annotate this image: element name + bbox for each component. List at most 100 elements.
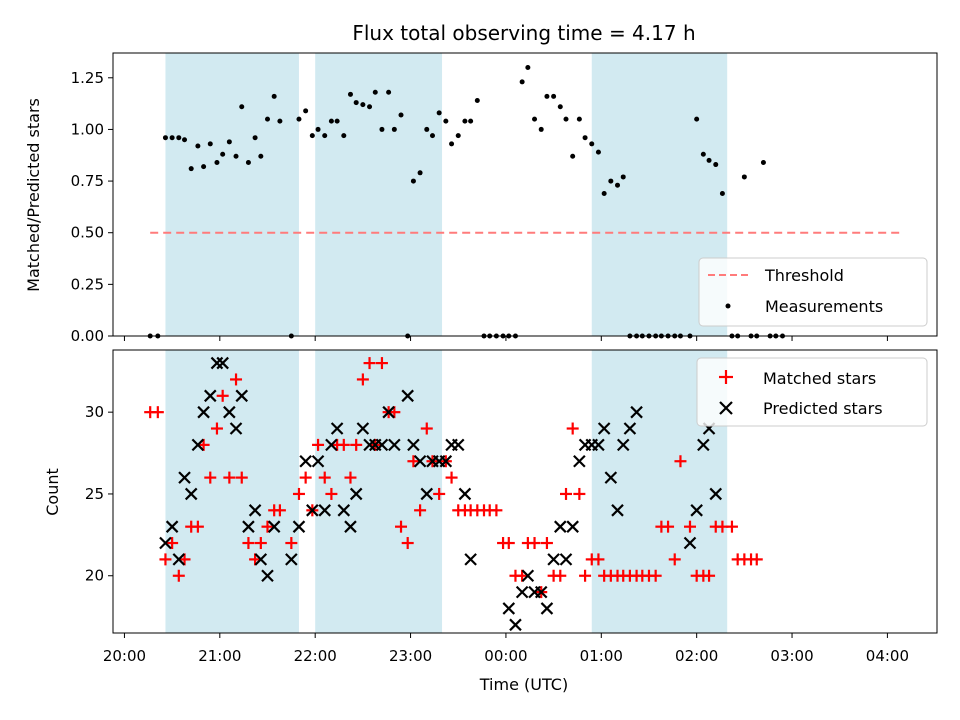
matched-point — [554, 569, 567, 582]
measurement-point — [563, 116, 569, 122]
matched-point — [216, 389, 229, 402]
measurement-point — [379, 126, 385, 132]
predicted-point — [559, 553, 573, 566]
predicted-point — [235, 389, 249, 403]
predicted-point — [203, 389, 217, 403]
predicted-point — [630, 405, 643, 419]
legend-predicted-label: Predicted stars — [763, 399, 883, 418]
matched-stars-series — [144, 357, 763, 599]
predicted-point — [382, 405, 395, 419]
measurement-point — [398, 112, 404, 118]
measurement-point — [436, 110, 442, 116]
measurement-point — [309, 133, 315, 139]
matched-point — [254, 537, 267, 550]
predicted-point — [223, 405, 236, 419]
matched-point — [261, 520, 274, 533]
matched-point — [401, 537, 414, 550]
shaded-interval — [165, 53, 299, 336]
measurement-point — [474, 98, 480, 104]
predicted-point — [337, 504, 351, 517]
matched-point — [725, 520, 738, 533]
x-axis-title: Time (UTC) — [479, 675, 568, 694]
matched-point — [318, 471, 331, 484]
measurement-point — [455, 133, 461, 139]
matched-point — [350, 438, 363, 451]
predicted-point — [184, 487, 198, 501]
x-axis: 20:00 21:00 22:00 23:00 00:00 01:00 02:00 03:00… — [103, 633, 909, 665]
matched-point — [662, 520, 675, 533]
matched-point — [703, 569, 716, 582]
matched-point — [668, 553, 681, 566]
matched-point — [363, 357, 376, 370]
bottom-y-tick-label: 30 — [85, 403, 104, 421]
top-y-axis-title: Matched/Predicted stars — [24, 98, 43, 292]
measurement-point — [201, 164, 207, 170]
matched-point — [166, 537, 179, 550]
predicted-point — [534, 585, 548, 599]
predicted-point — [451, 438, 465, 452]
measurement-point — [252, 135, 258, 141]
measurement-point — [207, 141, 213, 147]
top-y-tick-label: 1.00 — [71, 120, 104, 138]
predicted-point — [611, 504, 624, 517]
measurement-point — [162, 135, 168, 141]
measurement-point — [353, 100, 359, 106]
measurement-point — [195, 143, 201, 149]
matched-point — [649, 569, 662, 582]
measurement-point — [719, 190, 725, 196]
predicted-point — [285, 553, 298, 566]
predicted-point — [267, 520, 281, 533]
measurement-point — [303, 108, 309, 114]
measurement-point — [538, 126, 544, 132]
measurement-point — [429, 133, 435, 139]
matched-point — [312, 438, 325, 451]
top-legend: Threshold Measurements — [698, 257, 928, 327]
measurement-point — [525, 64, 531, 70]
measurement-point — [341, 133, 347, 139]
bottom-y-tick-label: 25 — [85, 485, 104, 503]
x-tick-label: 01:00 — [580, 647, 623, 665]
matched-point — [592, 553, 605, 566]
matched-point — [191, 520, 204, 533]
measurement-point — [551, 93, 557, 99]
measurement-point — [713, 162, 719, 168]
predicted-point — [502, 602, 516, 615]
measurement-point — [443, 118, 449, 124]
predicted-point — [330, 422, 344, 435]
matched-point — [223, 471, 236, 484]
measurement-point — [595, 149, 601, 155]
matched-point — [172, 569, 185, 582]
predicted-point — [242, 520, 255, 533]
predicted-point — [573, 454, 586, 468]
measurement-point — [620, 174, 626, 180]
predicted-point — [311, 454, 325, 468]
measurement-point — [468, 118, 474, 124]
measurement-point — [258, 153, 264, 159]
matched-point — [445, 471, 458, 484]
predicted-point — [216, 356, 229, 370]
measurement-point — [315, 126, 321, 132]
bottom-y-tick-label: 20 — [85, 567, 104, 585]
predicted-point — [697, 438, 710, 452]
measurement-point — [372, 89, 378, 95]
measurement-point — [334, 118, 340, 124]
x-tick-label: 04:00 — [866, 647, 909, 665]
measurement-point — [462, 118, 468, 124]
matched-point — [292, 487, 305, 500]
predicted-point — [292, 520, 306, 533]
predicted-point — [413, 454, 427, 468]
legend-measurements-label: Measurements — [765, 297, 883, 316]
matched-point — [407, 455, 420, 468]
matched-point — [579, 569, 592, 582]
matched-point — [204, 471, 217, 484]
matched-point — [528, 537, 541, 550]
x-tick-label: 21:00 — [198, 647, 241, 665]
legend-threshold-label: Threshold — [764, 266, 844, 285]
top-y-tick-label: 0.00 — [71, 327, 104, 345]
x-tick-label: 00:00 — [484, 647, 527, 665]
predicted-point — [540, 602, 554, 615]
predicted-point — [597, 422, 611, 435]
top-legend-box — [698, 257, 928, 327]
predicted-point — [375, 438, 389, 452]
predicted-point — [458, 487, 472, 501]
